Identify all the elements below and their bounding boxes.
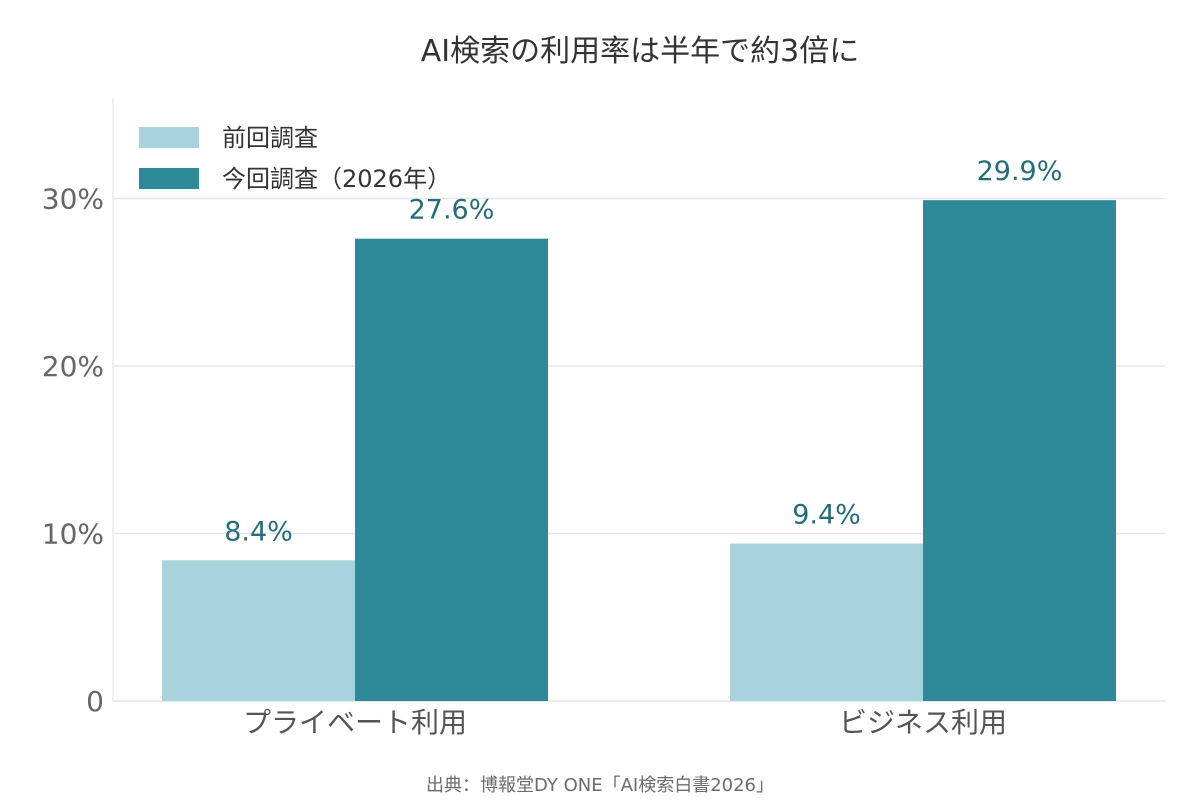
x-category-label: プライベート利用 <box>243 706 467 739</box>
y-tick-label: 10% <box>42 518 104 551</box>
x-category-label: ビジネス利用 <box>839 706 1007 739</box>
data-label-layer: 8.4% 27.6% 9.4% 29.9% <box>224 156 1062 547</box>
y-tick-label: 0 <box>86 685 104 718</box>
legend-label: 今回調査（2026年） <box>222 165 451 193</box>
source-note: 出典：博報堂DY ONE「AI検索白書2026」 <box>426 775 774 796</box>
legend-label: 前回調査 <box>222 124 318 152</box>
bar <box>730 543 923 701</box>
data-label: 9.4% <box>792 500 861 531</box>
data-label: 8.4% <box>224 516 293 547</box>
data-label: 27.6% <box>409 195 495 226</box>
bar <box>355 238 548 701</box>
chart-title: AI検索の利用率は半年で約3倍に <box>421 34 859 69</box>
bar <box>162 560 355 701</box>
y-tick-label: 20% <box>42 350 104 383</box>
y-tick-label: 30% <box>42 183 104 216</box>
data-label: 29.9% <box>977 156 1063 187</box>
legend-swatch <box>139 168 199 189</box>
bar-layer <box>162 200 1116 702</box>
bar <box>923 200 1116 702</box>
axis-layer: 0 10% 20% 30% プライベート利用 ビジネス利用 <box>42 98 1007 739</box>
legend-swatch <box>139 127 199 148</box>
